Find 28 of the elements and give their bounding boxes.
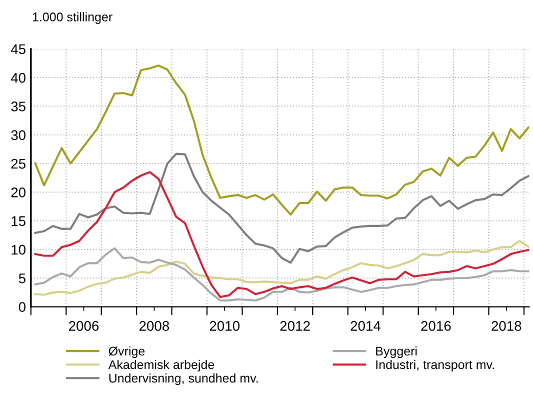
y-tick-label: 40 [10, 72, 26, 83]
y-tick-label: 0 [18, 302, 26, 312]
y-axis-title: 1.000 stillinger [32, 12, 112, 24]
legend-label: Øvrige [108, 346, 145, 358]
y-tick-label: 5 [18, 274, 26, 284]
y-tick-label: 15 [12, 216, 26, 226]
legend-label: Industri, transport mv. [376, 360, 494, 372]
legend-label: Byggeri [376, 346, 417, 358]
y-tick-label: 25 [11, 158, 26, 169]
x-tick-label: 2010 [210, 321, 240, 331]
x-tick-label: 2006 [68, 321, 99, 331]
x-tick-label: 2016 [421, 321, 451, 331]
y-tick-label: 20 [11, 188, 26, 198]
line-series [34, 152, 530, 264]
line-series [34, 171, 530, 298]
y-tick-label: 45 [10, 44, 26, 54]
legend-label: Akademisk arbejde [108, 360, 214, 372]
y-tick-label: 10 [12, 244, 26, 255]
line-series [34, 240, 530, 296]
line-series [34, 247, 530, 302]
x-tick-label: 2008 [139, 321, 170, 331]
x-tick-label: 2018 [492, 321, 522, 331]
y-tick-label: 35 [11, 102, 26, 112]
y-tick-label: 30 [11, 130, 26, 140]
x-tick-label: 2012 [280, 321, 310, 331]
line-series [34, 64, 530, 216]
x-tick-label: 2014 [350, 321, 381, 331]
legend-label: Undervisning, sundhed mv. [109, 373, 258, 386]
